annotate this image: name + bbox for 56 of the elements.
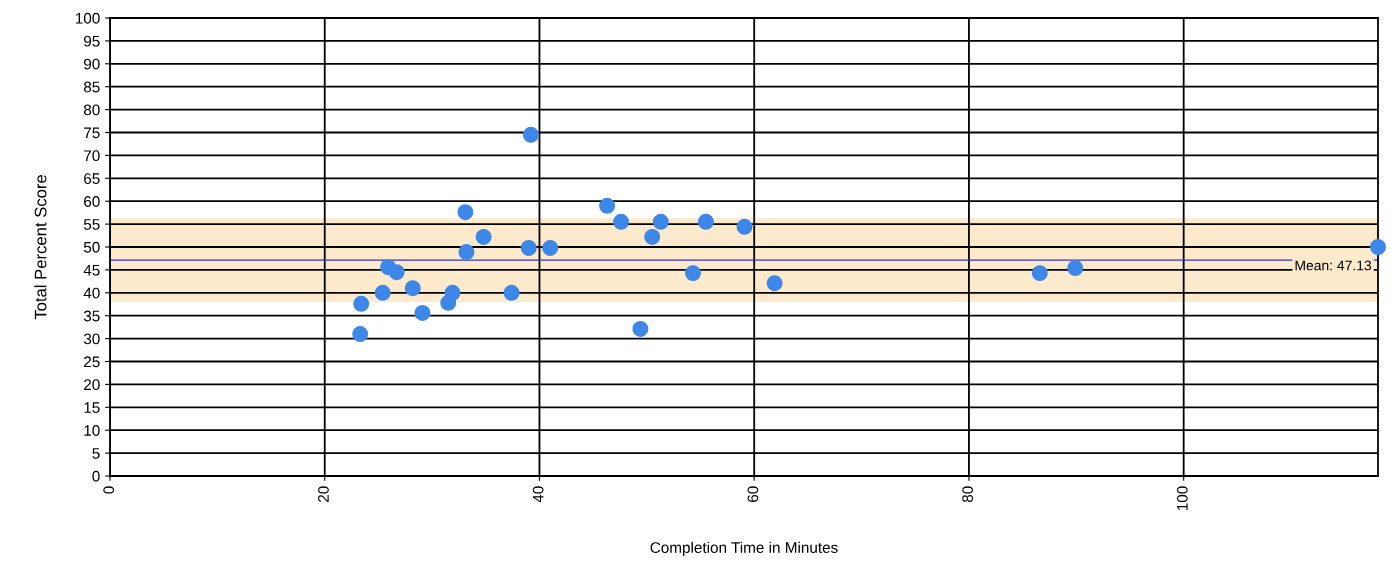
point	[414, 304, 431, 321]
x-tick-label: 80	[962, 486, 974, 503]
point	[458, 244, 475, 261]
y-tick-label: 45	[83, 264, 100, 276]
x-tick-label: 60	[747, 486, 759, 502]
y-tick-label: 25	[84, 356, 100, 368]
point	[388, 264, 405, 281]
y-tick-label: 20	[84, 379, 100, 391]
x-tick-label: 100	[1176, 486, 1188, 511]
point	[457, 204, 474, 221]
y-tick-label: 15	[84, 402, 100, 413]
y-tick-label: 0	[92, 470, 100, 482]
y-tick-label: 90	[84, 58, 100, 70]
point	[503, 284, 520, 301]
y-tick-label: 100	[75, 12, 100, 24]
y-tick-label: 95	[84, 35, 100, 47]
y-tick-label: 35	[83, 310, 100, 322]
point	[374, 284, 391, 301]
point	[352, 326, 369, 342]
point	[1370, 239, 1386, 255]
x-tick-label: 0	[103, 486, 115, 494]
point	[652, 213, 669, 230]
point	[1031, 265, 1048, 282]
point	[1067, 260, 1084, 277]
ref-line-label: Mean: 47.13	[1295, 260, 1372, 271]
y-tick-label: 75	[84, 127, 100, 139]
point	[736, 218, 753, 235]
point	[685, 265, 701, 282]
point	[613, 213, 630, 230]
point	[542, 239, 559, 256]
y-tick-label: 50	[83, 241, 100, 253]
point	[404, 280, 421, 297]
y-axis-title: Total Percent Score	[34, 175, 47, 320]
y-tick-label: 85	[83, 81, 100, 93]
point	[353, 295, 370, 312]
point	[520, 239, 537, 256]
point	[697, 213, 714, 230]
point	[644, 228, 661, 245]
point	[599, 197, 616, 214]
point	[632, 321, 649, 337]
y-tick-label: 60	[84, 196, 100, 207]
y-tick-label: 70	[84, 150, 100, 162]
point	[766, 275, 783, 292]
point	[444, 284, 461, 301]
point	[475, 228, 492, 245]
y-tick-label: 40	[83, 287, 100, 299]
x-axis-title: Completion Time in Minutes	[650, 541, 838, 557]
y-tick-label: 80	[83, 104, 100, 116]
point	[522, 126, 539, 143]
y-tick-label: 10	[84, 425, 100, 436]
y-tick-label: 30	[83, 333, 100, 345]
y-tick-label: 55	[83, 219, 100, 230]
y-tick-label: 65	[84, 173, 100, 184]
x-tick-label: 40	[532, 486, 544, 503]
x-tick-label: 20	[318, 486, 329, 502]
y-tick-label: 5	[92, 448, 100, 459]
